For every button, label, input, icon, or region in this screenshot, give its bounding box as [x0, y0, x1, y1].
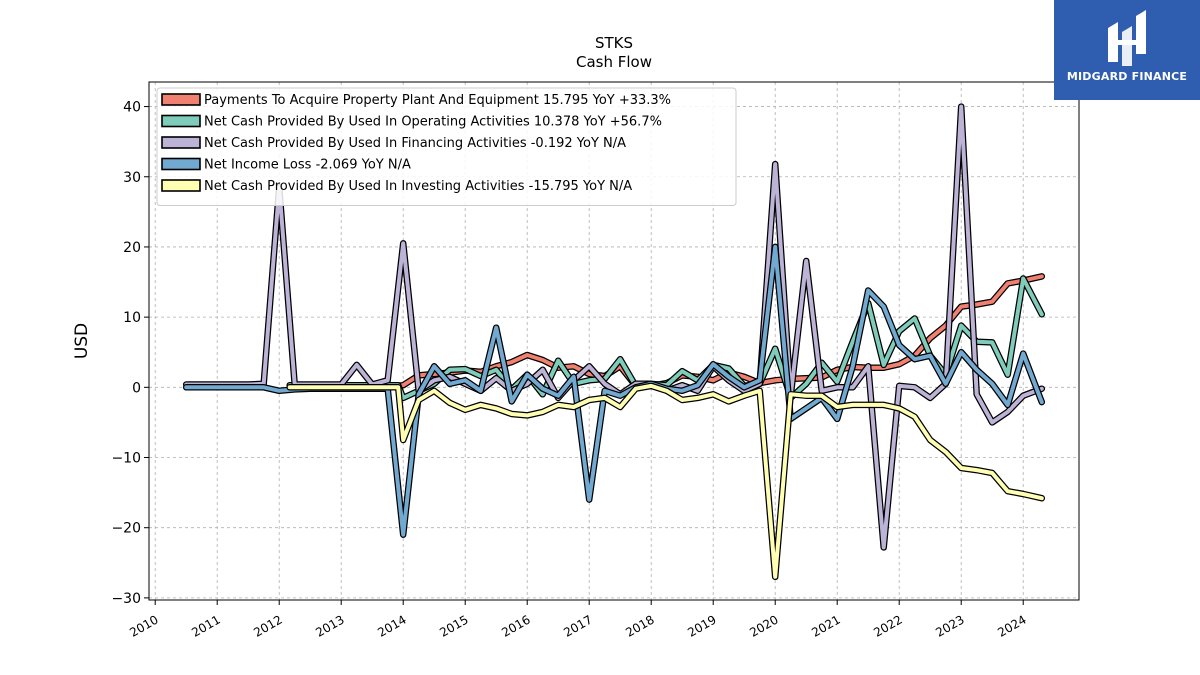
- x-axis: 2010 2011 2012 2013 2014 2015 2016 2017 2018 2019…: [127, 600, 1029, 640]
- series-line-outline: [182, 243, 1046, 538]
- y-tick-label: 10: [123, 310, 141, 326]
- y-axis: −30 −20 −10 0 10 20 30 40: [111, 100, 149, 607]
- legend-swatch: [161, 179, 201, 192]
- x-tick-label: 2010: [127, 612, 160, 639]
- x-tick-label: 2013: [313, 612, 346, 639]
- legend-label: Net Cash Provided By Used In Investing A…: [204, 179, 632, 194]
- y-tick-label: −20: [111, 521, 141, 537]
- y-axis-label: USD: [72, 323, 92, 359]
- midgard-logo-icon: [1108, 10, 1146, 66]
- x-tick-label: 2012: [251, 612, 284, 639]
- series-line-outline: [286, 273, 1046, 390]
- legend-swatch: [161, 114, 201, 128]
- y-tick-label: −30: [111, 591, 141, 607]
- logo-text: MIDGARD FINANCE: [1066, 70, 1188, 83]
- legend: Payments To Acquire Property Plant And E…: [156, 87, 737, 206]
- legend-label: Net Cash Provided By Used In Financing A…: [204, 136, 626, 151]
- x-tick-label: 2016: [499, 612, 532, 639]
- x-tick-label: 2019: [685, 612, 718, 639]
- legend-item-1: Payments To Acquire Property Plant And E…: [161, 93, 671, 108]
- x-tick-label: 2021: [809, 612, 842, 639]
- plot-frame: [148, 81, 1080, 601]
- x-tick-label: 2017: [561, 612, 594, 639]
- series-line-1: [286, 273, 1046, 390]
- legend-item-3: Net Cash Provided By Used In Financing A…: [161, 136, 626, 151]
- legend-swatch: [161, 136, 201, 149]
- series-line-stroke: [287, 383, 1044, 579]
- x-tick-label: 2022: [871, 612, 904, 639]
- y-tick-label: 20: [123, 240, 141, 256]
- x-tick-label: 2018: [623, 612, 656, 639]
- legend-frame: [156, 87, 737, 206]
- x-tick-label: 2011: [189, 612, 222, 639]
- x-tick-label: 2023: [933, 612, 966, 639]
- legend-swatch: [161, 93, 201, 106]
- series-lines: [182, 103, 1046, 581]
- y-tick-label: 30: [123, 170, 141, 186]
- legend-swatch: [161, 157, 201, 171]
- x-tick-label: 2015: [437, 612, 470, 639]
- y-tick-label: 40: [123, 100, 141, 116]
- legend-item-4: Net Income Loss -2.069 YoY N/A: [161, 157, 411, 173]
- legend-label: Net Cash Provided By Used In Operating A…: [204, 115, 662, 130]
- y-tick-label: 0: [132, 380, 141, 396]
- chart-title: STKS: [595, 34, 633, 52]
- legend-label: Net Income Loss -2.069 YoY N/A: [204, 158, 411, 173]
- series-line-4: [182, 243, 1046, 538]
- chart-subtitle: Cash Flow: [576, 53, 652, 71]
- x-tick-label: 2020: [747, 612, 780, 639]
- series-line-5: [286, 382, 1046, 581]
- x-tick-label: 2014: [375, 612, 408, 639]
- legend-label: Payments To Acquire Property Plant And E…: [204, 93, 671, 108]
- series-line-stroke: [287, 274, 1044, 388]
- y-tick-label: −10: [111, 451, 141, 467]
- legend-item-2: Net Cash Provided By Used In Operating A…: [161, 114, 662, 130]
- midgard-finance-logo: MIDGARD FINANCE: [1054, 0, 1200, 100]
- legend-item-5: Net Cash Provided By Used In Investing A…: [161, 179, 632, 194]
- x-tick-label: 2024: [995, 612, 1028, 639]
